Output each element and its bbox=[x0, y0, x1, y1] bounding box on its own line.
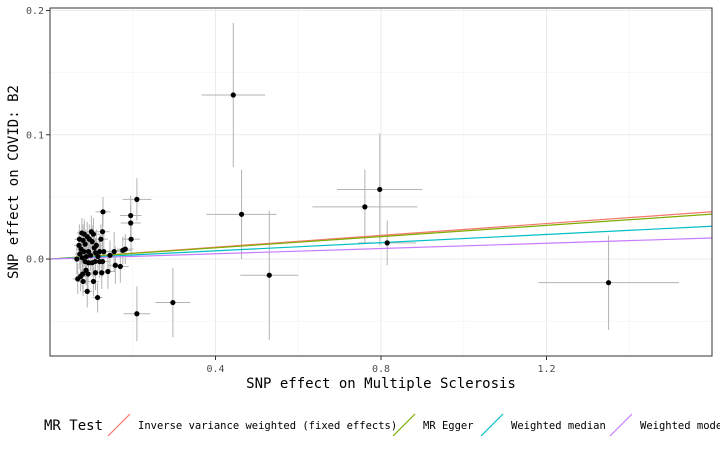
data-point bbox=[362, 204, 368, 210]
data-point bbox=[134, 311, 140, 317]
data-point bbox=[230, 92, 236, 98]
data-point bbox=[82, 258, 88, 265]
data-point bbox=[134, 196, 140, 202]
y-tick-label: 0.2 bbox=[26, 6, 44, 17]
legend-label: Weighted median bbox=[511, 420, 606, 432]
mr-fit-lines bbox=[49, 211, 713, 260]
data-point bbox=[79, 230, 85, 236]
legend-label: Weighted mode bbox=[640, 420, 720, 432]
data-point bbox=[84, 288, 90, 294]
data-point bbox=[95, 253, 101, 260]
mr-fit-line bbox=[49, 225, 713, 260]
data-point bbox=[83, 267, 89, 273]
mr-fit-line bbox=[49, 237, 713, 260]
data-point bbox=[112, 262, 118, 268]
x-tick-label: 0.4 bbox=[206, 364, 224, 375]
data-point bbox=[101, 249, 107, 255]
data-point bbox=[111, 249, 117, 255]
data-point bbox=[605, 280, 612, 286]
data-point bbox=[97, 249, 103, 255]
data-point bbox=[90, 278, 97, 285]
legend-label: Inverse variance weighted (fixed effects… bbox=[138, 420, 397, 432]
data-point bbox=[92, 250, 99, 256]
legend-key bbox=[107, 413, 131, 437]
data-point bbox=[117, 263, 123, 270]
data-point bbox=[83, 253, 90, 260]
legend: MR Test Inverse variance weighted (fixed… bbox=[44, 413, 720, 437]
y-axis-ticks: 0.0 0.1 0.2 bbox=[26, 6, 50, 266]
data-point bbox=[105, 268, 111, 275]
x-tick-label: 0.8 bbox=[372, 364, 390, 375]
data-point bbox=[99, 229, 106, 235]
data-point bbox=[77, 251, 83, 257]
data-point bbox=[85, 249, 92, 255]
data-point bbox=[128, 220, 134, 226]
data-point bbox=[76, 236, 82, 242]
y-tick-label: 0.0 bbox=[26, 255, 44, 266]
data-point bbox=[92, 270, 99, 276]
y-tick-label: 0.1 bbox=[26, 130, 44, 141]
data-points bbox=[74, 92, 612, 317]
data-point bbox=[128, 212, 134, 219]
x-axis-ticks: 0.4 0.8 1.2 bbox=[206, 356, 556, 375]
data-point bbox=[128, 236, 134, 242]
data-point bbox=[120, 247, 126, 253]
legend-label: MR Egger bbox=[423, 420, 474, 432]
data-point bbox=[384, 240, 390, 246]
data-point bbox=[80, 278, 86, 285]
mr-fit-line bbox=[49, 213, 713, 260]
legend-key bbox=[392, 413, 416, 437]
data-point bbox=[89, 260, 95, 266]
data-point bbox=[377, 186, 383, 193]
data-point bbox=[97, 258, 103, 265]
data-point bbox=[74, 256, 80, 262]
data-point bbox=[100, 209, 106, 215]
data-point bbox=[75, 276, 81, 282]
x-axis-title: SNP effect on Multiple Sclerosis bbox=[246, 376, 516, 392]
data-point bbox=[79, 255, 85, 261]
x-tick-label: 1.2 bbox=[537, 364, 555, 375]
data-point bbox=[76, 242, 82, 248]
data-point bbox=[170, 299, 176, 306]
data-point bbox=[107, 252, 113, 258]
legend-key bbox=[480, 413, 504, 437]
data-point bbox=[98, 236, 104, 242]
legend-title: MR Test bbox=[44, 418, 103, 434]
data-point bbox=[91, 245, 97, 251]
y-axis-title: SNP effect on COVID: B2 bbox=[6, 85, 22, 279]
data-point bbox=[88, 229, 94, 235]
legend-key bbox=[609, 413, 633, 437]
grid-major bbox=[50, 8, 712, 356]
data-point bbox=[266, 272, 272, 278]
data-point bbox=[238, 211, 245, 217]
data-point bbox=[99, 270, 105, 276]
data-point bbox=[94, 294, 101, 301]
